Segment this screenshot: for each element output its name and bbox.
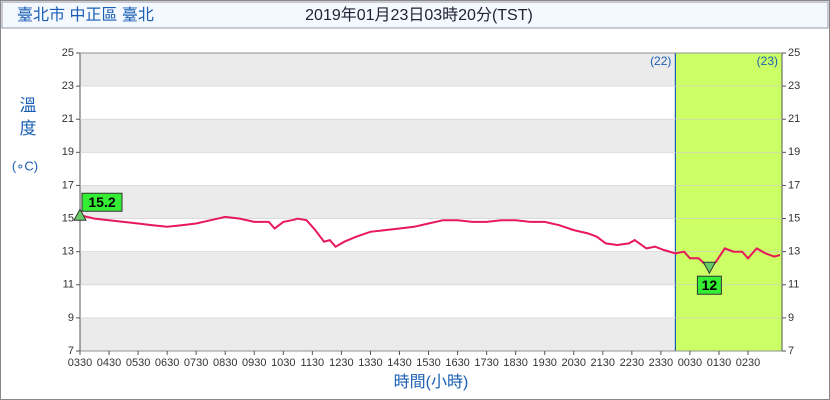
x-tick-label: 2130 [591,357,615,369]
y-tick-label: 17 [62,179,74,191]
y-tick-label: 17 [788,179,800,191]
y-tick-label: 15 [62,212,74,224]
grid-band [80,251,782,285]
extreme-marker [702,261,717,275]
y-tick-label: 7 [788,345,794,357]
y-tick-label: 21 [788,113,800,125]
y-tick-label: 19 [788,146,800,158]
x-tick-label: 0530 [126,357,150,369]
y-tick-label: 21 [62,113,74,125]
x-tick-label: 1030 [271,357,295,369]
temperature-line [79,214,781,270]
y-tick-label: 23 [62,80,74,92]
y-tick-label: 15 [788,212,800,224]
y-unit: (∘C) [12,158,38,173]
x-tick-label: 1130 [301,357,325,369]
x-tick-label: 1930 [532,357,556,369]
x-tick-label: 2330 [649,357,673,369]
x-tick-label: 2030 [562,357,586,369]
x-tick-label: 1730 [474,357,498,369]
header-bar [1,1,829,29]
y-tick-label: 9 [788,312,794,324]
x-tick-label: 2230 [620,357,644,369]
y-tick-label: 13 [62,246,74,258]
x-tick-label: 0630 [155,357,179,369]
x-tick-label: 1630 [445,357,469,369]
y-tick-label: 11 [788,279,799,291]
y-tick-label: 23 [788,80,800,92]
extreme-label: 12 [702,277,718,293]
extreme-label: 15.2 [88,194,115,210]
x-tick-label: 0730 [184,357,208,369]
y-tick-label: 25 [62,47,74,59]
extreme-marker [73,208,87,221]
day-region [675,53,782,351]
x-tick-label: 1230 [329,357,353,369]
x-tick-label: 1830 [503,357,527,369]
x-tick-label: 0830 [213,357,237,369]
grid-band [80,317,782,351]
x-tick-label: 0330 [68,357,92,369]
extreme-box [81,192,123,212]
day-label: (22) [650,54,671,68]
x-tick-label: 1530 [416,357,440,369]
x-tick-label: 1330 [358,357,382,369]
time-stamp: 2019年01月23日03時20分(TST) [305,6,533,24]
x-tick-label: 0930 [242,357,266,369]
x-tick-label: 0030 [678,357,702,369]
y-tick-label: 25 [788,47,800,59]
y-tick-label: 13 [788,246,800,258]
grid-band [80,53,782,87]
grid-band [80,119,782,153]
grid-band [80,185,782,219]
y-tick-label: 19 [62,146,74,158]
x-tick-label: 0430 [97,357,121,369]
extreme-box [696,275,722,295]
x-tick-label: 0130 [707,357,731,369]
y-tick-label: 9 [68,312,74,324]
y-tick-label: 11 [63,279,74,291]
x-tick-label: 1430 [387,357,411,369]
day-label: (23) [757,54,778,68]
y-tick-label: 7 [68,345,74,357]
x-label: 時間(小時) [394,373,469,391]
location: 臺北市 中正區 臺北 [17,6,154,24]
x-tick-label: 0230 [736,357,760,369]
y-label: 溫度 [17,96,37,142]
